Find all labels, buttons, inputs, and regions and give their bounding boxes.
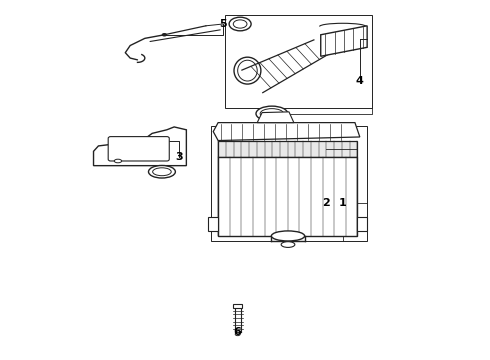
Text: 4: 4 (356, 76, 364, 86)
Bar (211, 126, 367, 241)
Ellipse shape (148, 166, 175, 178)
Bar (357, 217, 367, 231)
Bar (208, 217, 218, 231)
Ellipse shape (235, 333, 240, 336)
Text: 2: 2 (322, 198, 329, 208)
Ellipse shape (260, 109, 284, 119)
Polygon shape (321, 26, 367, 56)
Ellipse shape (281, 242, 295, 247)
Text: 6: 6 (234, 327, 242, 337)
Ellipse shape (153, 168, 171, 176)
Bar (218, 140, 357, 157)
Polygon shape (94, 127, 186, 166)
Ellipse shape (238, 60, 257, 81)
Ellipse shape (114, 159, 122, 163)
Bar (233, 304, 242, 309)
Ellipse shape (256, 106, 288, 121)
Bar (218, 157, 357, 235)
Text: 5: 5 (219, 19, 227, 29)
Ellipse shape (229, 17, 251, 31)
Polygon shape (213, 123, 360, 140)
Ellipse shape (234, 57, 261, 84)
Text: 3: 3 (175, 152, 183, 162)
Ellipse shape (271, 231, 305, 241)
Ellipse shape (162, 34, 166, 36)
Bar (225, 15, 372, 108)
Text: 1: 1 (339, 198, 346, 208)
FancyBboxPatch shape (108, 136, 169, 161)
Polygon shape (257, 112, 294, 123)
Ellipse shape (233, 20, 247, 28)
